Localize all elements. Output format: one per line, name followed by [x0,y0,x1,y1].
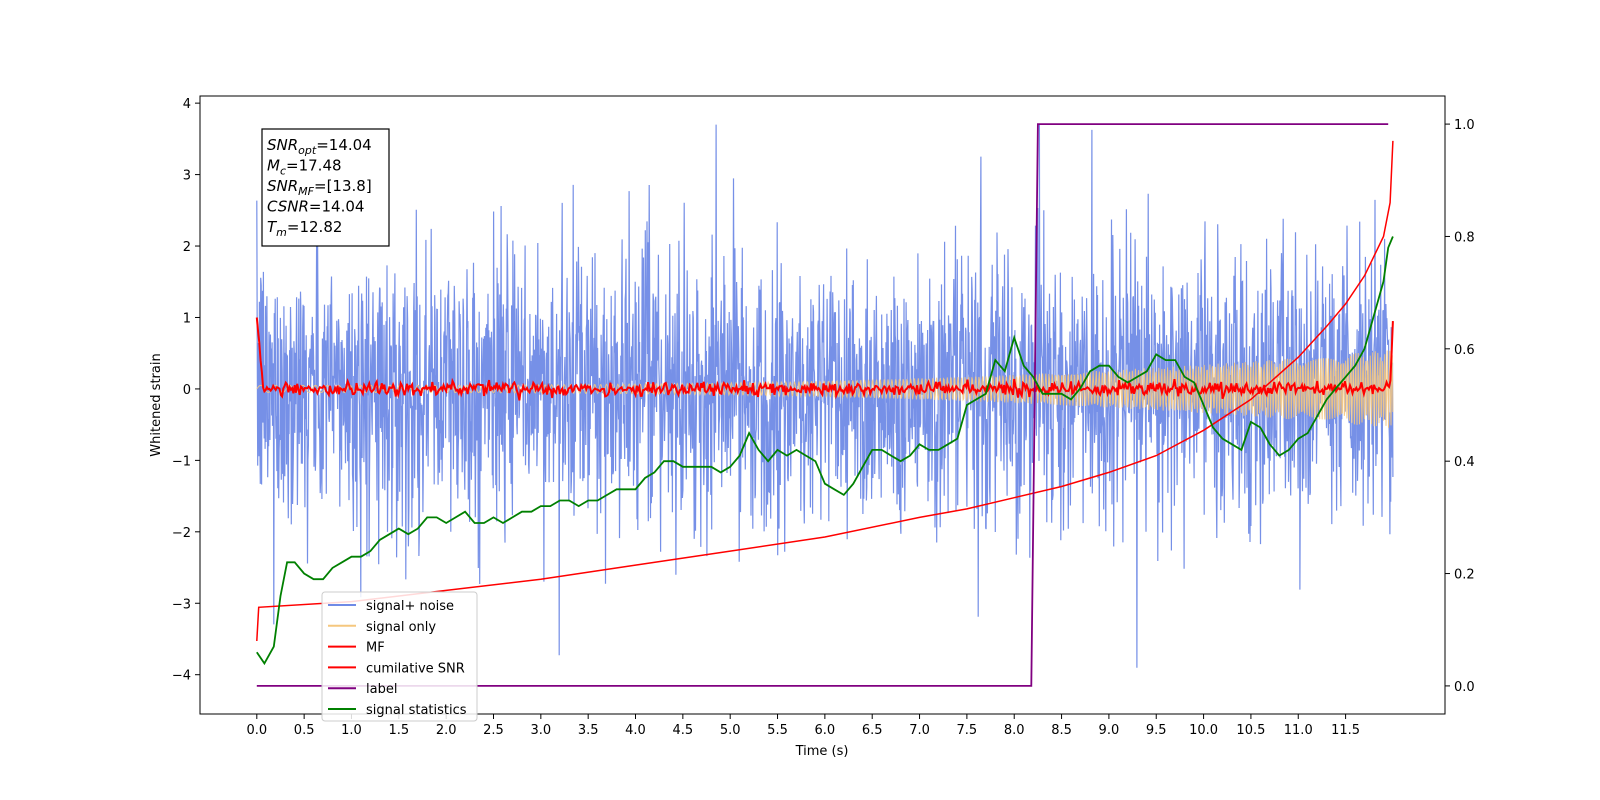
x-tick-label: 11.0 [1284,723,1313,738]
x-tick-label: 4.0 [625,723,646,738]
annotation-box: SNRopt=14.04Mc=17.48SNRMF=[13.8]CSNR=14.… [261,128,390,247]
annotation-line: SNRopt=14.04 [267,136,372,157]
x-tick-label: 8.5 [1051,723,1072,738]
plot-area [255,123,1394,687]
axes: 0.0 0.5 1.0 1.5 2.0 2.5 3.0 3.5 4.0 4.5 5.0 5.5 6.0 6… [172,97,1475,738]
annotation-frame [261,128,390,247]
legend-entry: signal statistics [366,703,467,718]
mf-line [255,317,1394,401]
legend-frame [321,591,478,722]
legend-entry: label [366,682,397,697]
y2-tick-label: 0.6 [1454,343,1475,358]
x-tick-label: 3.5 [578,723,599,738]
x-axis-label: Time (s) [795,744,849,759]
annotation-line: Mc=17.48 [267,157,342,178]
y-tick-label: 4 [183,97,191,112]
x-tick-label: 4.5 [673,723,694,738]
x-tick-label: 5.0 [720,723,741,738]
x-tick-label: 2.0 [436,723,457,738]
y2-tick-label: 0.2 [1454,568,1475,583]
label-line [256,123,1389,687]
x-tick-label: 3.0 [530,723,551,738]
x-tick-label: 8.0 [1004,723,1025,738]
x-tick-label: 10.5 [1236,723,1265,738]
y-axis-label: Whitened strain [149,353,164,456]
x-tick-label: 7.0 [909,723,930,738]
legend-entry: signal+ noise [366,599,454,614]
x-tick-label: 1.0 [341,723,362,738]
x-tick-label: 6.0 [815,723,836,738]
legend-entry: signal only [366,620,436,635]
y-tick-label: 1 [183,311,191,326]
x-tick-label: 11.5 [1331,723,1360,738]
x-tick-label: 0.5 [294,723,315,738]
y-tick-label: −3 [172,597,191,612]
x-tick-label: 6.5 [862,723,883,738]
x-tick-label: 9.5 [1146,723,1167,738]
plot-frame [199,95,1446,715]
y2-tick-label: 1.0 [1454,118,1475,133]
legend-entry: MF [366,641,385,656]
annotation-line: Tm=12.82 [267,218,342,239]
signal-statistics-line [256,236,1394,666]
x-tick-label: 10.0 [1189,723,1218,738]
y2-tick-label: 0.0 [1454,680,1475,695]
annotation-line: SNRMF=[13.8] [267,177,372,198]
x-tick-label: 2.5 [483,723,504,738]
y-tick-label: 0 [183,383,191,398]
y-tick-label: −1 [172,454,191,469]
y-tick-label: −2 [172,526,191,541]
y-tick-label: 2 [183,240,191,255]
annotation-line: CSNR=14.04 [267,198,364,216]
y-tick-label: −4 [172,669,191,684]
legend: signal+ noise signal only MF cumilative SNR… [321,591,478,722]
legend-entry: cumilative SNR [366,661,465,676]
y2-tick-label: 0.8 [1454,230,1475,245]
x-tick-label: 0.0 [246,723,267,738]
x-tick-label: 7.5 [957,723,978,738]
x-tick-label: 9.0 [1099,723,1120,738]
y2-tick-label: 0.4 [1454,455,1475,470]
cumulative-snr-line [256,140,1394,642]
y-tick-label: 3 [183,169,191,184]
x-tick-label: 1.5 [388,723,409,738]
x-tick-label: 5.5 [767,723,788,738]
